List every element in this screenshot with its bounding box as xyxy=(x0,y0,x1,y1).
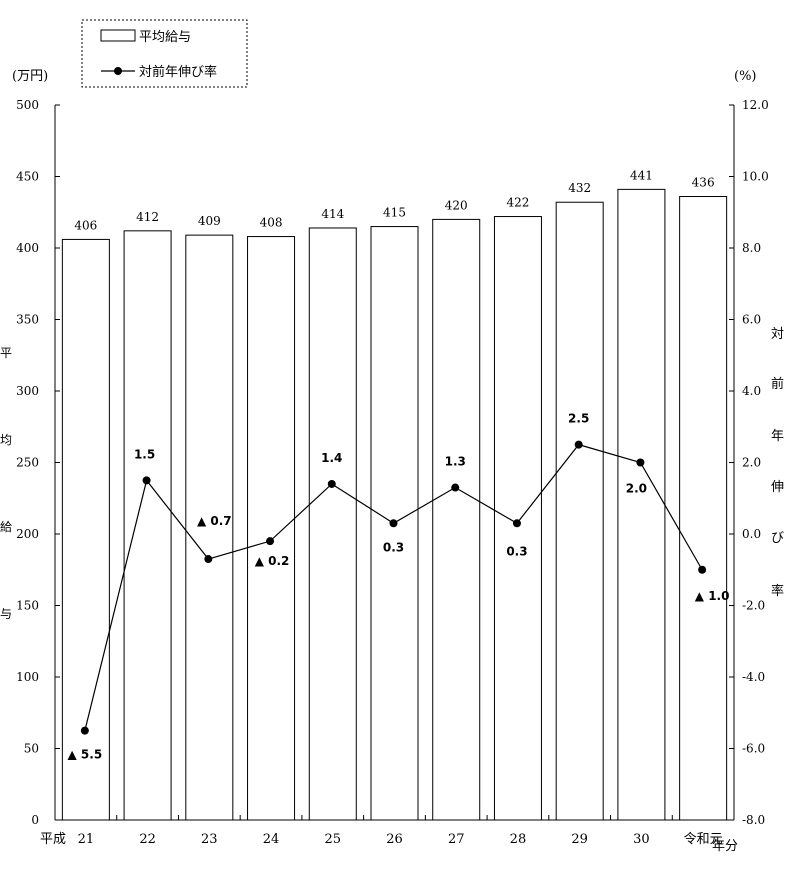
bar-value-label: 406 xyxy=(74,218,97,232)
left-axis-title-char: 平 xyxy=(0,346,12,360)
bar-value-label: 420 xyxy=(445,198,468,212)
right-tick-label: 0.0 xyxy=(742,527,761,541)
left-axis-title-char: 与 xyxy=(0,607,12,621)
x-category-label: 21 xyxy=(78,832,95,847)
x-era-label: 平成 xyxy=(40,832,66,847)
bar-value-label: 414 xyxy=(321,207,344,221)
x-category-label: 令和元 xyxy=(684,832,723,847)
x-category-label: 26 xyxy=(386,832,403,847)
left-axis-title-char: 均 xyxy=(0,433,12,447)
right-tick-label: 10.0 xyxy=(742,170,769,184)
line-value-label: 2.0 xyxy=(626,482,647,496)
bar xyxy=(617,188,666,821)
bar-value-label: 432 xyxy=(568,181,591,195)
line-point xyxy=(512,519,521,528)
bar xyxy=(185,234,234,821)
line-value-label: ▲ 0.2 xyxy=(255,554,290,568)
right-tick-label: -4.0 xyxy=(742,670,765,684)
line-value-label: ▲ 0.7 xyxy=(197,514,232,528)
line-value-label: 1.5 xyxy=(134,447,155,461)
line-point xyxy=(204,555,213,564)
left-tick-label: 150 xyxy=(16,599,39,613)
left-tick-label: 500 xyxy=(16,98,39,112)
line-value-label: 0.3 xyxy=(506,544,527,558)
line-point xyxy=(266,537,275,546)
axes: 0 50 100 150 200 250 300 350 400 450 500 -8.0 -6.0 -4… xyxy=(0,69,784,854)
right-axis-unit: (%) xyxy=(734,69,757,84)
x-category-label: 28 xyxy=(510,832,527,847)
right-tick-label: -6.0 xyxy=(742,742,765,756)
left-tick-label: 450 xyxy=(16,170,39,184)
right-tick-label: -8.0 xyxy=(742,813,765,827)
x-category-label: 27 xyxy=(448,832,465,847)
line-value-label: 1.3 xyxy=(445,455,466,469)
bar-value-label: 441 xyxy=(630,168,653,182)
bar xyxy=(679,196,728,821)
bar xyxy=(432,218,481,821)
growth-line: ▲ 5.5 1.5 ▲ 0.7 ▲ 0.2 1.4 0.3 1.3 0.3 2.5 2.0 ▲ 1.… xyxy=(68,412,730,762)
right-axis-title-char: 率 xyxy=(771,583,784,599)
bar xyxy=(61,238,110,821)
left-tick-label: 0 xyxy=(31,813,39,827)
line-point xyxy=(389,519,398,528)
line-value-label: ▲ 5.5 xyxy=(68,748,103,762)
legend-line-label: 対前年伸び率 xyxy=(139,64,217,80)
line-point xyxy=(451,483,460,492)
legend-line-marker xyxy=(114,67,122,75)
bar xyxy=(123,230,172,821)
bar-value-label: 436 xyxy=(692,176,715,190)
right-axis-title-char: び xyxy=(771,531,784,546)
bar-value-label: 412 xyxy=(136,210,159,224)
line-value-label: 2.5 xyxy=(568,412,589,426)
x-category-label: 30 xyxy=(633,832,650,847)
left-tick-label: 100 xyxy=(16,670,39,684)
bar xyxy=(493,216,542,821)
x-category-label: 24 xyxy=(263,832,280,847)
line-point xyxy=(142,476,151,485)
x-unit-label: 年分 xyxy=(712,839,738,854)
line-point xyxy=(574,440,583,449)
bar xyxy=(555,201,604,821)
left-tick-label: 400 xyxy=(16,241,39,255)
x-category-label: 22 xyxy=(139,832,156,847)
line-value-label: 0.3 xyxy=(383,540,404,554)
legend-bar-label: 平均給与 xyxy=(139,30,191,45)
left-axis-unit: (万円) xyxy=(12,69,48,84)
right-axis-title-char: 前 xyxy=(771,376,784,392)
right-axis-title-char: 対 xyxy=(771,327,784,342)
line-value-label: 1.4 xyxy=(321,451,342,465)
x-category-label: 25 xyxy=(324,832,341,847)
bar-value-label: 408 xyxy=(260,216,283,230)
right-tick-label: 8.0 xyxy=(742,241,761,255)
bar xyxy=(308,227,357,821)
x-category-label: 23 xyxy=(201,832,218,847)
right-axis-title-char: 伸 xyxy=(771,480,784,495)
bar-value-label: 409 xyxy=(198,214,221,228)
line-point xyxy=(80,726,89,735)
right-tick-label: 4.0 xyxy=(742,384,761,398)
left-tick-label: 350 xyxy=(16,313,39,327)
left-tick-label: 250 xyxy=(16,456,39,470)
left-axis-title-char: 給 xyxy=(0,520,12,534)
right-tick-label: 2.0 xyxy=(742,456,761,470)
right-tick-label: 6.0 xyxy=(742,313,761,327)
bar xyxy=(247,236,296,821)
legend-bar-swatch xyxy=(100,29,136,42)
right-tick-label: -2.0 xyxy=(742,599,765,613)
x-category-label: 29 xyxy=(571,832,588,847)
right-axis-title-char: 年 xyxy=(771,429,784,444)
line-point xyxy=(636,458,645,467)
bar-value-label: 422 xyxy=(507,196,530,210)
line-point xyxy=(327,479,336,488)
left-tick-label: 300 xyxy=(16,384,39,398)
right-tick-label: 12.0 xyxy=(742,98,769,112)
left-tick-label: 50 xyxy=(24,742,39,756)
line-value-label: ▲ 1.0 xyxy=(695,589,730,603)
bar-value-label: 415 xyxy=(383,206,406,220)
left-tick-label: 200 xyxy=(16,527,39,541)
line-point xyxy=(698,565,707,574)
